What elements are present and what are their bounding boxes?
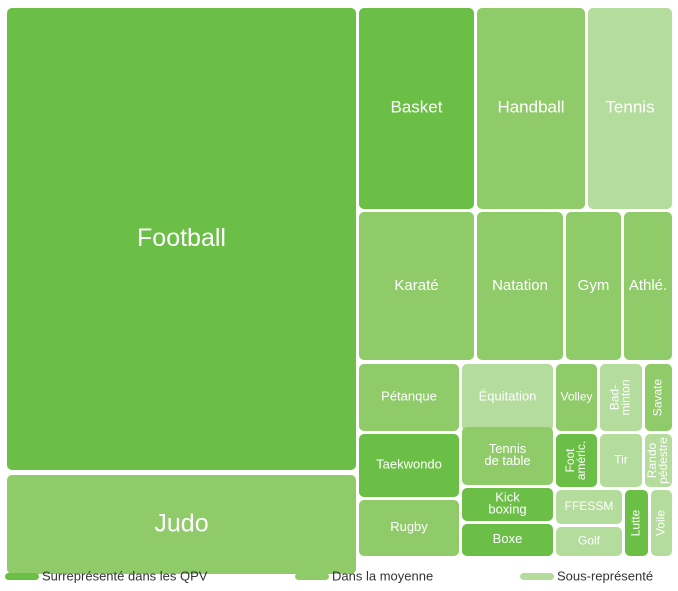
- tile-rect: [359, 8, 474, 209]
- legend-text: Surreprésenté dans les QPV: [42, 568, 208, 583]
- tile: Basket: [359, 8, 474, 209]
- tile-rect: [645, 434, 672, 487]
- tile-label: Golf: [578, 534, 601, 548]
- legend-text: Sous-représenté: [557, 568, 653, 583]
- tile: Randopédestre: [645, 434, 672, 487]
- tile-label: Lutte: [629, 509, 643, 536]
- tile-rect: [600, 434, 642, 487]
- tile: Pétanque: [359, 364, 459, 431]
- tile-label: Gym: [578, 277, 610, 294]
- tile-label: Basket: [391, 98, 443, 117]
- tile-rect: [566, 212, 621, 360]
- tile: Rugby: [359, 500, 459, 556]
- tile-label: Judo: [154, 509, 208, 537]
- tile: Football: [7, 8, 356, 470]
- tile-rect: [7, 475, 356, 574]
- tile-label: Boxe: [493, 531, 523, 546]
- tile: Natation: [477, 212, 563, 360]
- tile-rect: [477, 212, 563, 360]
- tile: Boxe: [462, 524, 553, 556]
- tile: FFESSM: [556, 490, 622, 524]
- tile-label: Savate: [651, 378, 665, 416]
- tile-rect: [359, 500, 459, 556]
- tile-rect: [462, 488, 553, 521]
- tile: Tennis: [588, 8, 672, 209]
- tile: Volley: [556, 364, 597, 431]
- tile-rect: [462, 524, 553, 556]
- tile-label: Footaméric.: [563, 441, 588, 480]
- tile-label: Tennis de table: [484, 441, 530, 468]
- tile: Équitation: [462, 364, 553, 431]
- tile: Kick boxing: [462, 488, 553, 521]
- tile-label: Handball: [497, 98, 564, 117]
- tile-rect: [588, 8, 672, 209]
- tile-label: Bad-minton: [607, 379, 632, 415]
- tile: Footaméric.: [556, 434, 597, 487]
- legend-swatch: [520, 573, 554, 580]
- tile: Voile: [651, 490, 672, 556]
- tile-label: Natation: [492, 277, 548, 294]
- tile-label: Volley: [560, 390, 592, 404]
- tile: Tennis de table: [462, 427, 553, 485]
- tile: Karaté: [359, 212, 474, 360]
- tile: Lutte: [625, 490, 648, 556]
- tile-label: Football: [137, 224, 226, 252]
- tile-rect: [462, 427, 553, 485]
- tile-rect: [625, 490, 648, 556]
- legend-swatch: [5, 573, 39, 580]
- tile: Gym: [566, 212, 621, 360]
- tile-label: Tennis: [605, 98, 654, 117]
- tile-rect: [359, 364, 459, 431]
- tile-rect: [359, 212, 474, 360]
- tile-rect: [359, 434, 459, 497]
- tile-rect: [556, 527, 622, 556]
- tile-label: Kick boxing: [488, 490, 526, 517]
- tile: Golf: [556, 527, 622, 556]
- tile-rect: [556, 490, 622, 524]
- legend-text: Dans la moyenne: [332, 568, 433, 583]
- tile-label: Athlé.: [629, 277, 667, 294]
- tile-label: Rugby: [390, 519, 428, 534]
- tile-rect: [624, 212, 672, 360]
- tile-label: Pétanque: [381, 389, 437, 404]
- legend-swatch: [295, 573, 329, 580]
- tile-rect: [556, 364, 597, 431]
- tile-label: Taekwondo: [376, 457, 442, 472]
- tile-label: Tir: [614, 453, 628, 467]
- tile-rect: [462, 364, 553, 431]
- tile: Bad-minton: [600, 364, 642, 431]
- tile: Savate: [645, 364, 672, 431]
- tile: Judo: [7, 475, 356, 574]
- tile: Tir: [600, 434, 642, 487]
- tile-rect: [645, 364, 672, 431]
- tile-rect: [7, 8, 356, 470]
- tile-label: Randopédestre: [645, 437, 670, 484]
- tile: Athlé.: [624, 212, 672, 360]
- tile-label: Karaté: [394, 277, 438, 294]
- tile-rect: [651, 490, 672, 556]
- tile-rect: [600, 364, 642, 431]
- tile-rect: [556, 434, 597, 487]
- tile-label: FFESSM: [565, 499, 614, 513]
- tile: Handball: [477, 8, 585, 209]
- tile-label: Voile: [654, 510, 668, 536]
- tile-rect: [477, 8, 585, 209]
- tile-label: Équitation: [479, 389, 537, 404]
- tile: Taekwondo: [359, 434, 459, 497]
